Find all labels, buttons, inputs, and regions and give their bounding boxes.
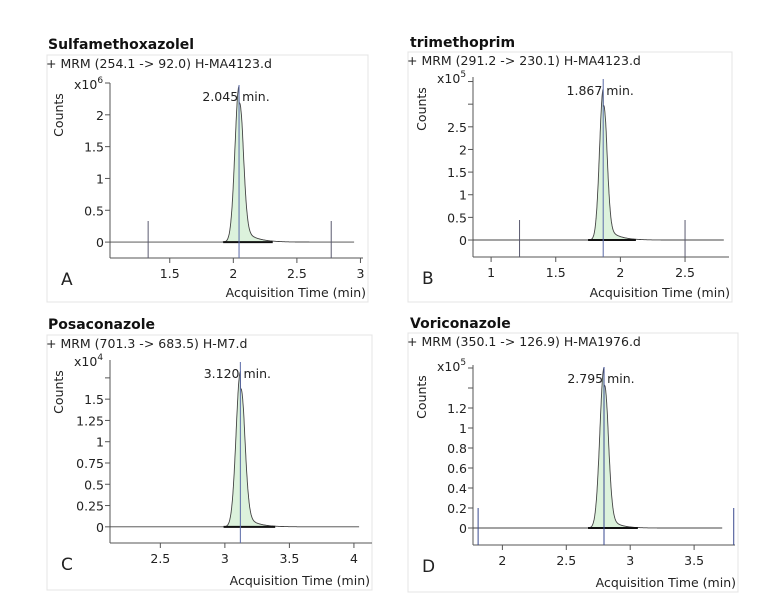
x-tick-label: 1.5: [546, 265, 566, 280]
chart-subtitle: + MRM (291.2 -> 230.1) H-MA4123.d: [407, 53, 641, 68]
y-axis-label: Counts: [51, 93, 66, 137]
y-multiplier-base: x10: [74, 77, 97, 92]
y-tick-label: 0.2: [447, 501, 467, 516]
y-tick-label: 1.2: [447, 401, 467, 416]
y-tick-label: 1.5: [447, 165, 467, 180]
chart-panel-d: Voriconazole + MRM (350.1 -> 126.9) H-MA1…: [407, 316, 739, 593]
retention-time-label: 1.867 min.: [567, 83, 634, 98]
y-multiplier-base: x10: [437, 71, 460, 86]
chromatogram-trace: [473, 367, 723, 529]
chart-panel-a: Sulfamethoxazolel + MRM (254.1 -> 92.0) H…: [46, 37, 369, 303]
x-tick-label: 2: [616, 265, 624, 280]
chart-title: Posaconazole: [48, 317, 155, 333]
chart-subtitle: + MRM (701.3 -> 683.5) H-M7.d: [46, 336, 247, 351]
y-tick-label: 1: [459, 188, 467, 203]
y-multiplier-exponent: 6: [97, 76, 103, 86]
x-tick-label: 3: [626, 553, 634, 568]
panel-letter: C: [61, 555, 73, 575]
y-multiplier: x106: [74, 76, 103, 92]
y-tick-label: 1: [459, 421, 467, 436]
peak-area-fill: [223, 371, 276, 527]
panel-letter: A: [61, 270, 73, 290]
y-multiplier-base: x10: [74, 354, 97, 369]
panel-frame: [46, 54, 369, 303]
chart-subtitle: + MRM (350.1 -> 126.9) H-MA1976.d: [407, 334, 641, 349]
y-tick-label: 0: [459, 233, 467, 248]
chart-title: Sulfamethoxazolel: [48, 37, 194, 53]
x-tick-label: 1.5: [160, 266, 180, 281]
peak-area-fill: [223, 86, 273, 243]
panel-frame: [46, 334, 373, 591]
y-tick-label: 1: [96, 171, 104, 186]
x-tick-label: 2: [498, 553, 506, 568]
retention-time-label: 2.795 min.: [567, 371, 634, 386]
y-tick-label: 0.8: [447, 441, 467, 456]
x-axis-label: Acquisition Time (min): [226, 285, 366, 300]
chart-title: Voriconazole: [410, 316, 511, 332]
panel-frame: [407, 332, 739, 593]
y-axis-label: Counts: [51, 370, 66, 414]
y-axis-label: Counts: [414, 87, 429, 131]
retention-time-label: 3.120 min.: [204, 366, 271, 381]
y-tick-label: 1.25: [76, 413, 104, 428]
y-multiplier: x105: [437, 358, 466, 374]
x-tick-label: 2.5: [287, 266, 307, 281]
chart-panel-c: Posaconazole + MRM (701.3 -> 683.5) H-M7.…: [46, 317, 373, 591]
x-tick-label: 2.5: [675, 265, 695, 280]
peak-area-fill: [588, 368, 638, 528]
y-axis-label: Counts: [414, 375, 429, 419]
y-tick-label: 0.4: [447, 481, 467, 496]
chromatogram-trace: [110, 86, 355, 243]
y-tick-label: 0.75: [76, 456, 104, 471]
y-tick-label: 1: [96, 435, 104, 450]
x-tick-label: 2.5: [150, 551, 170, 566]
panel-letter: D: [422, 557, 435, 577]
y-tick-label: 0.6: [447, 461, 467, 476]
x-axis-label: Acquisition Time (min): [230, 573, 370, 588]
x-tick-label: 3: [221, 551, 229, 566]
y-tick-label: 0.5: [84, 477, 104, 492]
chart-title: trimethoprim: [410, 35, 515, 51]
y-tick-label: 2.5: [447, 120, 467, 135]
chart-panel-b: trimethoprim + MRM (291.2 -> 230.1) H-MA4…: [407, 35, 733, 303]
y-tick-label: 1.5: [84, 140, 104, 155]
y-tick-label: 0.25: [76, 499, 104, 514]
x-axis-label: Acquisition Time (min): [596, 575, 736, 590]
y-multiplier-exponent: 4: [97, 353, 103, 363]
y-tick-label: 0: [459, 521, 467, 536]
y-tick-label: 0: [96, 520, 104, 535]
x-tick-label: 3.5: [684, 553, 704, 568]
panel-frame: [407, 51, 733, 303]
y-multiplier-exponent: 5: [460, 70, 466, 80]
x-axis-label: Acquisition Time (min): [590, 285, 730, 300]
panel-letter: B: [422, 269, 434, 289]
x-tick-label: 2: [229, 266, 237, 281]
chromatogram-trace: [110, 370, 360, 528]
y-tick-label: 0.5: [447, 210, 467, 225]
chart-subtitle: + MRM (254.1 -> 92.0) H-MA4123.d: [46, 56, 272, 71]
x-tick-label: 4: [350, 551, 358, 566]
retention-time-label: 2.045 min.: [202, 89, 269, 104]
y-tick-label: 1.5: [84, 392, 104, 407]
chromatogram-trace: [473, 89, 724, 241]
y-multiplier-base: x10: [437, 359, 460, 374]
y-multiplier-exponent: 5: [460, 358, 466, 368]
x-tick-label: 2.5: [556, 553, 576, 568]
y-multiplier: x105: [437, 70, 466, 86]
y-tick-label: 2: [459, 142, 467, 157]
peak-area-fill: [588, 89, 636, 241]
y-tick-label: 0.5: [84, 203, 104, 218]
x-tick-label: 3: [356, 266, 364, 281]
x-tick-label: 3.5: [279, 551, 299, 566]
x-tick-label: 1: [487, 265, 495, 280]
y-tick-label: 2: [96, 108, 104, 123]
y-tick-label: 0: [96, 235, 104, 250]
y-multiplier: x104: [74, 353, 103, 369]
